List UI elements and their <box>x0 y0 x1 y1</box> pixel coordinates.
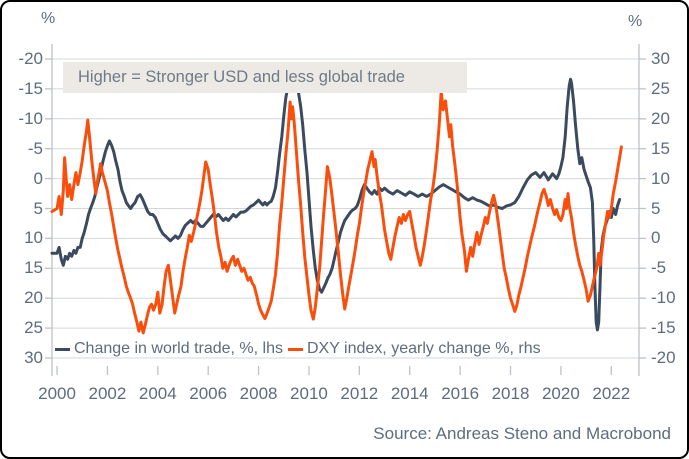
left-axis-unit-label: % <box>41 10 56 27</box>
legend-label-dxy: DXY index, yearly change %, rhs <box>307 340 541 357</box>
series-line-world-trade <box>50 72 622 332</box>
source-credit: Source: Andreas Steno and Macrobond <box>373 424 671 443</box>
chart-annotation: Higher = Stronger USD and less global tr… <box>63 62 467 93</box>
legend-label-world-trade: Change in world trade, %, lhs <box>74 340 283 357</box>
dxy-line-swatch <box>288 347 303 351</box>
world-trade-line-swatch <box>55 347 70 351</box>
chart-legend: Change in world trade, %, lhs DXY index,… <box>55 340 541 358</box>
series-line-dxy <box>50 90 623 335</box>
legend-item-dxy: DXY index, yearly change %, rhs <box>288 340 541 358</box>
right-axis-unit-label: % <box>628 13 643 30</box>
legend-item-world-trade: Change in world trade, %, lhs <box>55 340 283 358</box>
